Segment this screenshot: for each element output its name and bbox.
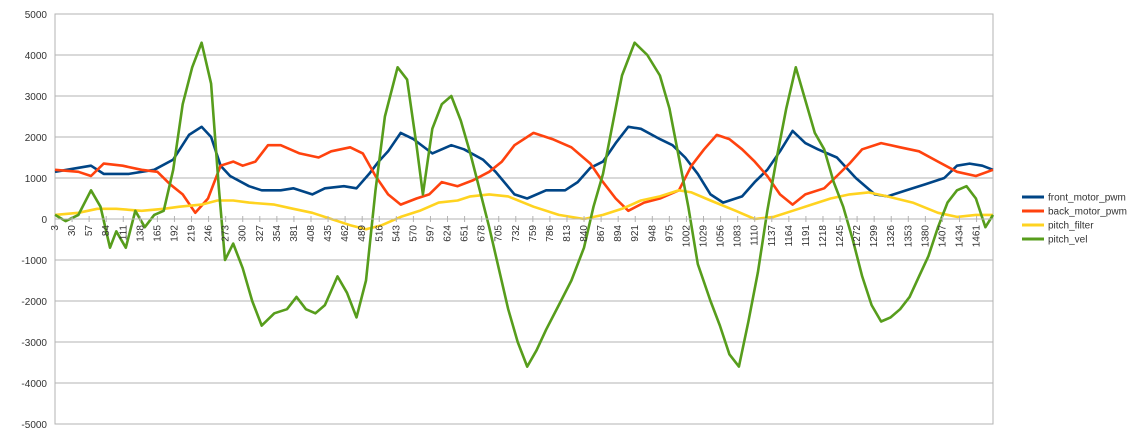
x-tick-label: 1137 <box>767 225 778 247</box>
x-tick-label: 1002 <box>681 225 692 248</box>
x-tick-label: 327 <box>255 225 266 242</box>
x-tick-label: 921 <box>630 225 641 242</box>
x-tick-label: 1110 <box>750 225 761 246</box>
x-tick-label: 570 <box>408 225 419 242</box>
y-tick-label: -4000 <box>21 379 47 390</box>
series-line-pitch-filter <box>54 189 993 231</box>
y-tick-label: 2000 <box>25 133 48 144</box>
x-tick-label: 624 <box>443 225 454 242</box>
x-tick-label: 975 <box>664 225 675 242</box>
axes: -5000 -4000 -3000 -2000 -1000 0 1000 2000 3000 40… <box>21 10 993 431</box>
x-tick-label: 948 <box>647 225 658 242</box>
x-tick-label: 1029 <box>699 225 710 248</box>
x-tick-label: 111 <box>118 225 129 241</box>
x-tick-label: 597 <box>425 225 436 242</box>
y-tick-label: 5000 <box>25 10 48 21</box>
x-tick-label: 840 <box>579 225 590 242</box>
x-tick-label: 1191 <box>801 225 812 247</box>
x-tick-label: 651 <box>460 225 471 242</box>
y-tick-label: -2000 <box>21 297 47 308</box>
x-tick-label: 786 <box>545 225 556 242</box>
x-tick-label: 84 <box>101 225 112 237</box>
x-tick-label: 165 <box>152 225 163 242</box>
x-tick-label: 381 <box>289 225 300 242</box>
x-tick-label: 408 <box>306 225 317 242</box>
legend: front_motor_pwm back_motor_pwm pitch_filte… <box>1022 193 1127 246</box>
y-tick-label: 0 <box>41 215 47 226</box>
legend-label: back_motor_pwm <box>1048 207 1127 218</box>
x-tick-label: 1272 <box>852 225 863 248</box>
x-tick-label: 678 <box>477 225 488 242</box>
x-tick-label: 246 <box>204 225 215 242</box>
y-tick-label: -1000 <box>21 256 47 267</box>
x-tick-label: 1245 <box>835 225 846 248</box>
y-tick-label: 4000 <box>25 51 48 62</box>
x-tick-label: 894 <box>613 225 624 242</box>
legend-label: pitch_filter <box>1048 221 1094 232</box>
x-tick-label: 354 <box>272 225 283 242</box>
x-tick-label: 300 <box>238 225 249 242</box>
x-tick-label: 1164 <box>784 225 795 247</box>
series-line-front-motor-pwm <box>54 125 994 204</box>
x-tick-label: 813 <box>562 225 573 242</box>
x-tick-label: 489 <box>357 225 368 242</box>
x-tick-label: 462 <box>340 225 351 242</box>
x-tick-label: 435 <box>323 225 334 242</box>
x-tick-label: 543 <box>391 225 402 242</box>
y-tick-label: -3000 <box>21 338 47 349</box>
legend-label: pitch_vel <box>1048 235 1087 246</box>
series-line-pitch-vel <box>54 41 995 368</box>
x-tick-label: 1326 <box>886 225 897 248</box>
y-tick-label: 3000 <box>25 92 48 103</box>
x-tick-label: 705 <box>494 225 505 242</box>
x-tick-label: 867 <box>596 225 607 242</box>
y-tick-label: 1000 <box>25 174 48 185</box>
x-tick-label: 3 <box>50 225 61 231</box>
x-tick-label: 516 <box>374 225 385 242</box>
x-tick-label: 1461 <box>972 225 983 248</box>
x-tick-label: 30 <box>67 225 78 237</box>
x-tick-label: 57 <box>84 225 95 237</box>
x-tick-label: 1299 <box>869 225 880 248</box>
series-line-back-motor-pwm <box>54 131 994 215</box>
x-tick-label: 1434 <box>955 225 966 248</box>
x-tick-label: 732 <box>511 225 522 242</box>
x-tick-label: 138 <box>135 225 146 242</box>
x-tick-label: 1056 <box>716 225 727 248</box>
x-tick-label: 1380 <box>920 225 931 248</box>
x-tick-label: 273 <box>221 225 232 242</box>
x-tick-label: 1353 <box>903 225 914 248</box>
y-tick-label: -5000 <box>21 420 47 431</box>
series-lines <box>54 41 995 368</box>
x-tick-label: 192 <box>169 225 180 242</box>
x-tick-label: 1083 <box>733 225 744 248</box>
x-tick-label: 1218 <box>818 225 829 248</box>
x-tick-label: 1407 <box>937 225 948 248</box>
x-tick-label: 759 <box>528 225 539 242</box>
x-tick-label: 219 <box>187 225 198 242</box>
legend-label: front_motor_pwm <box>1048 193 1126 204</box>
